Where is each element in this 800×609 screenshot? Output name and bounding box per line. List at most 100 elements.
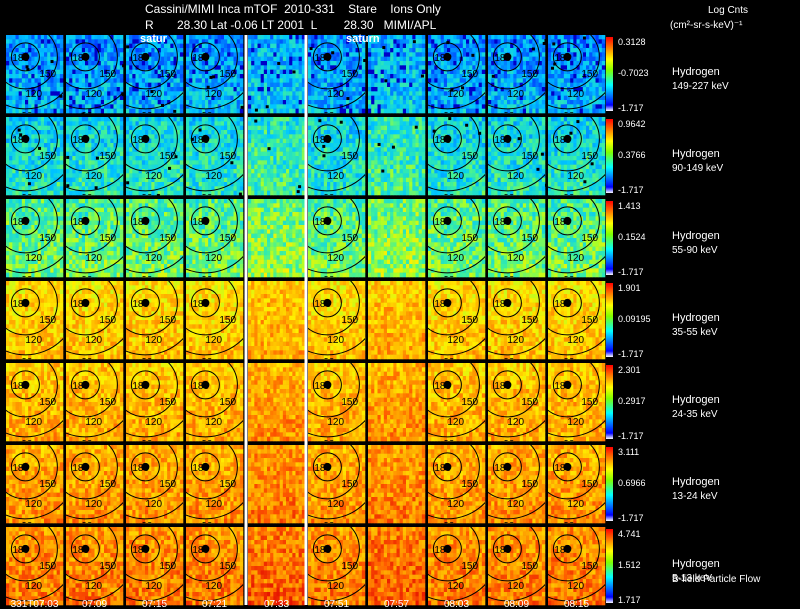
heat-cell <box>283 48 286 53</box>
heat-cell <box>186 100 189 105</box>
heat-cell <box>136 100 139 105</box>
heat-cell <box>155 57 158 62</box>
heat-cell <box>66 96 69 101</box>
heat-cell <box>72 70 75 75</box>
heat-cell <box>248 39 251 44</box>
heat-cell <box>104 35 107 40</box>
heat-cell <box>12 78 15 83</box>
heat-cell <box>292 52 295 57</box>
heat-cell <box>189 35 192 40</box>
contour-label: 120 <box>205 89 222 100</box>
heat-cell <box>221 100 224 105</box>
heat-cell <box>283 96 286 101</box>
heat-cell <box>180 109 183 114</box>
heat-cell <box>22 74 25 79</box>
heat-cell <box>248 44 251 49</box>
heat-cell <box>251 70 254 75</box>
heat-cell <box>142 65 145 70</box>
heat-cell <box>6 57 9 62</box>
dropout-cell <box>81 113 84 116</box>
heat-cell <box>132 100 135 105</box>
heat-cell <box>261 91 264 96</box>
heat-cell <box>270 39 273 44</box>
heat-cell <box>174 104 177 109</box>
heat-cell <box>44 109 47 114</box>
heat-cell <box>76 74 79 79</box>
heat-cell <box>57 87 60 92</box>
heat-cell <box>145 83 148 88</box>
heat-cell <box>199 74 202 79</box>
heat-cell <box>277 74 280 79</box>
heat-cell <box>117 109 120 114</box>
heat-cell <box>202 65 205 70</box>
heat-cell <box>139 96 142 101</box>
heat-cell <box>248 70 251 75</box>
heat-cell <box>164 48 167 53</box>
heat-cell <box>9 91 12 96</box>
heat-cell <box>234 104 237 109</box>
heat-cell <box>98 109 101 114</box>
heat-cell <box>261 96 264 101</box>
heat-cell <box>180 104 183 109</box>
heat-cell <box>270 87 273 92</box>
heat-cell <box>237 74 240 79</box>
heat-cell <box>50 104 53 109</box>
heat-cell <box>296 87 299 92</box>
heat-cell <box>76 70 79 75</box>
heat-cell <box>267 70 270 75</box>
heat-cell <box>136 91 139 96</box>
heat-cell <box>251 44 254 49</box>
heat-cell <box>98 100 101 105</box>
heat-cell <box>224 39 227 44</box>
heat-cell <box>264 57 267 62</box>
heat-cell <box>126 74 129 79</box>
heat-cell <box>254 48 257 53</box>
heat-cell <box>277 48 280 53</box>
heat-cell <box>177 35 180 40</box>
heat-cell <box>170 48 173 53</box>
contour-label: 180 <box>132 53 149 64</box>
heat-cell <box>280 104 283 109</box>
heat-cell <box>286 61 289 66</box>
heat-cell <box>41 39 44 44</box>
heat-cell <box>104 44 107 49</box>
heat-cell <box>280 74 283 79</box>
heat-cell <box>170 52 173 57</box>
heat-cell <box>264 65 267 70</box>
heat-cell <box>283 74 286 79</box>
heat-cell <box>267 87 270 92</box>
heat-cell <box>283 70 286 75</box>
heat-cell <box>9 65 12 70</box>
heat-cell <box>240 35 243 40</box>
heat-cell <box>283 57 286 62</box>
heat-cell <box>66 57 69 62</box>
heat-cell <box>167 83 170 88</box>
heat-cell <box>230 48 233 53</box>
heat-cell <box>289 83 292 88</box>
heat-cell <box>151 61 154 66</box>
heat-cell <box>136 109 139 114</box>
heat-cell <box>254 104 257 109</box>
heat-cell <box>270 96 273 101</box>
heat-cell <box>221 44 224 49</box>
heat-cell <box>54 35 57 40</box>
heat-cell <box>120 57 123 62</box>
heat-cell <box>240 109 243 114</box>
heat-cell <box>145 65 148 70</box>
heat-cell <box>107 39 110 44</box>
heat-cell <box>180 83 183 88</box>
heat-cell <box>189 100 192 105</box>
heat-cell <box>85 74 88 79</box>
heat-cell <box>289 39 292 44</box>
heat-cell <box>192 96 195 101</box>
heat-cell <box>186 44 189 49</box>
heat-cell <box>25 104 28 109</box>
heatmap-panels: 1801501209018015012090180150120901801501… <box>0 0 641 609</box>
heat-cell <box>16 78 19 83</box>
heat-cell <box>164 83 167 88</box>
heat-cell <box>142 100 145 105</box>
heat-cell <box>267 78 270 83</box>
heat-cell <box>189 44 192 49</box>
heat-cell <box>267 109 270 114</box>
heat-cell <box>267 44 270 49</box>
